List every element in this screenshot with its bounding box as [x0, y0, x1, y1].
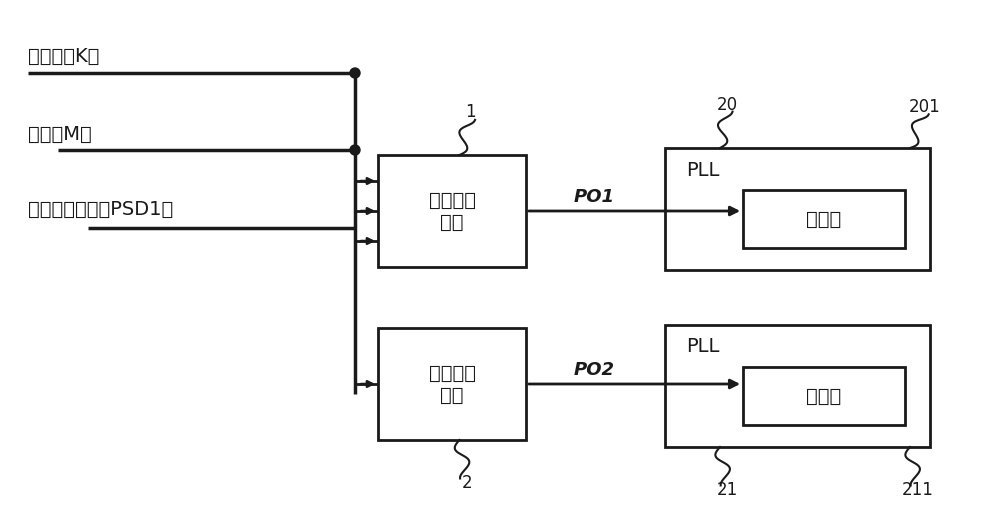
Text: 1: 1 — [465, 103, 476, 122]
Text: 分频器: 分频器 — [806, 386, 842, 405]
Text: PO1: PO1 — [574, 188, 614, 206]
Bar — [743, 190, 905, 248]
Circle shape — [350, 68, 360, 78]
Text: 脉冲移位
电路: 脉冲移位 电路 — [428, 190, 476, 231]
Text: 基准脉冲
电路: 基准脉冲 电路 — [428, 364, 476, 405]
Text: PO2: PO2 — [574, 361, 614, 379]
Bar — [378, 155, 526, 267]
Text: 201: 201 — [909, 97, 941, 115]
Text: 分数値（K）: 分数値（K） — [28, 46, 99, 65]
Text: 分频器: 分频器 — [806, 210, 842, 229]
Circle shape — [350, 145, 360, 155]
Text: PLL: PLL — [686, 337, 720, 356]
Text: 模数（M）: 模数（M） — [28, 124, 92, 143]
Text: 21: 21 — [717, 481, 738, 499]
Bar — [665, 148, 930, 270]
Text: 20: 20 — [717, 96, 738, 114]
Text: PLL: PLL — [686, 161, 720, 180]
Text: 2: 2 — [462, 474, 472, 492]
Text: 211: 211 — [902, 481, 934, 499]
Bar — [743, 367, 905, 425]
Bar — [665, 325, 930, 447]
Bar — [378, 328, 526, 440]
Text: 相位设定信号（PSD1）: 相位设定信号（PSD1） — [28, 200, 173, 219]
